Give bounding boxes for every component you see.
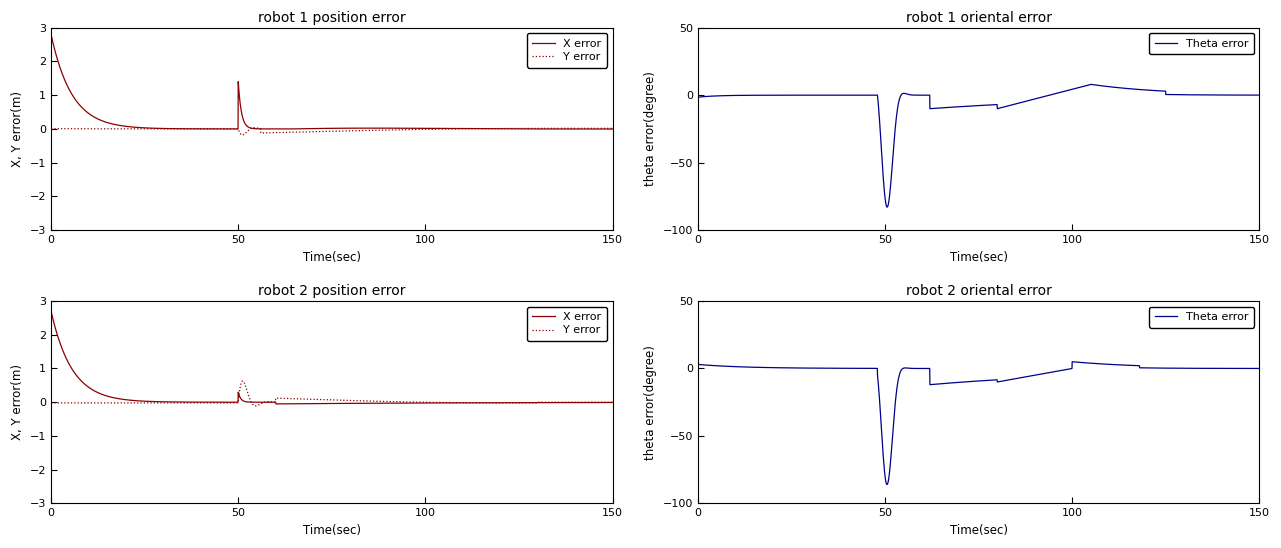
Title: robot 2 position error: robot 2 position error xyxy=(257,284,406,299)
Theta error xyxy=(1227,92,1243,98)
Theta error xyxy=(802,92,817,99)
Y error xyxy=(384,398,400,405)
Line: X error: X error xyxy=(51,311,612,404)
Y error xyxy=(44,125,59,132)
Y error xyxy=(246,124,261,131)
X error xyxy=(155,398,170,405)
X-axis label: Time(sec): Time(sec) xyxy=(302,524,361,537)
X error xyxy=(313,125,328,132)
X error xyxy=(580,399,596,406)
Theta error xyxy=(876,463,892,470)
Y error xyxy=(229,399,245,406)
Theta error xyxy=(1252,92,1267,99)
Y-axis label: theta error(degree): theta error(degree) xyxy=(644,345,657,460)
Legend: X error, Y error: X error, Y error xyxy=(526,33,607,67)
X error xyxy=(600,125,615,132)
Y error xyxy=(234,378,250,384)
Theta error xyxy=(876,185,892,191)
X error xyxy=(155,125,170,132)
Y-axis label: X, Y error(m): X, Y error(m) xyxy=(12,364,24,440)
Line: Y error: Y error xyxy=(51,381,612,406)
Theta error xyxy=(1031,371,1047,378)
Theta error xyxy=(913,365,929,372)
Y error xyxy=(155,125,170,132)
Y error xyxy=(384,127,400,133)
X error xyxy=(44,308,59,315)
X error xyxy=(268,401,283,407)
Title: robot 1 oriental error: robot 1 oriental error xyxy=(906,11,1052,25)
Theta error xyxy=(959,103,975,110)
Y error xyxy=(605,399,620,406)
Line: X error: X error xyxy=(51,35,612,129)
Y error xyxy=(268,399,283,406)
Y error xyxy=(155,399,170,406)
Theta error xyxy=(913,92,929,99)
Theta error xyxy=(690,94,706,100)
Theta error xyxy=(690,361,706,368)
X error xyxy=(579,125,594,132)
X-axis label: Time(sec): Time(sec) xyxy=(302,250,361,264)
Line: Theta error: Theta error xyxy=(698,84,1259,207)
Y-axis label: theta error(degree): theta error(degree) xyxy=(644,71,657,186)
Theta error xyxy=(879,481,894,488)
X error xyxy=(605,399,620,406)
Line: Y error: Y error xyxy=(51,128,612,135)
Theta error xyxy=(1227,365,1243,372)
X error xyxy=(605,125,620,132)
Theta error xyxy=(880,204,895,210)
Theta error xyxy=(1031,95,1047,101)
Y error xyxy=(580,399,596,406)
X-axis label: Time(sec): Time(sec) xyxy=(949,524,1008,537)
Theta error xyxy=(1252,365,1267,372)
Y error xyxy=(580,125,596,132)
Legend: Theta error: Theta error xyxy=(1149,306,1254,328)
X-axis label: Time(sec): Time(sec) xyxy=(949,250,1008,264)
Y error xyxy=(44,399,59,406)
Theta error xyxy=(1084,81,1099,88)
Title: robot 1 position error: robot 1 position error xyxy=(257,11,406,25)
Y error xyxy=(268,129,283,136)
Title: robot 2 oriental error: robot 2 oriental error xyxy=(906,284,1052,299)
Y error xyxy=(314,128,329,135)
Theta error xyxy=(802,365,817,372)
Y error xyxy=(314,396,329,403)
X error xyxy=(229,399,245,406)
Y error xyxy=(234,132,250,138)
X error xyxy=(384,400,400,407)
X error xyxy=(266,125,282,132)
Legend: X error, Y error: X error, Y error xyxy=(526,306,607,341)
X error xyxy=(266,399,282,406)
Line: Theta error: Theta error xyxy=(698,362,1259,484)
X error xyxy=(229,125,245,132)
X error xyxy=(384,125,400,132)
Y error xyxy=(605,125,620,132)
X error xyxy=(44,31,59,38)
Theta error xyxy=(1065,358,1080,365)
Y error xyxy=(249,403,264,409)
Y error xyxy=(229,125,245,132)
Y-axis label: X, Y error(m): X, Y error(m) xyxy=(12,91,24,167)
Legend: Theta error: Theta error xyxy=(1149,33,1254,54)
Theta error xyxy=(959,379,975,385)
X error xyxy=(314,400,329,407)
